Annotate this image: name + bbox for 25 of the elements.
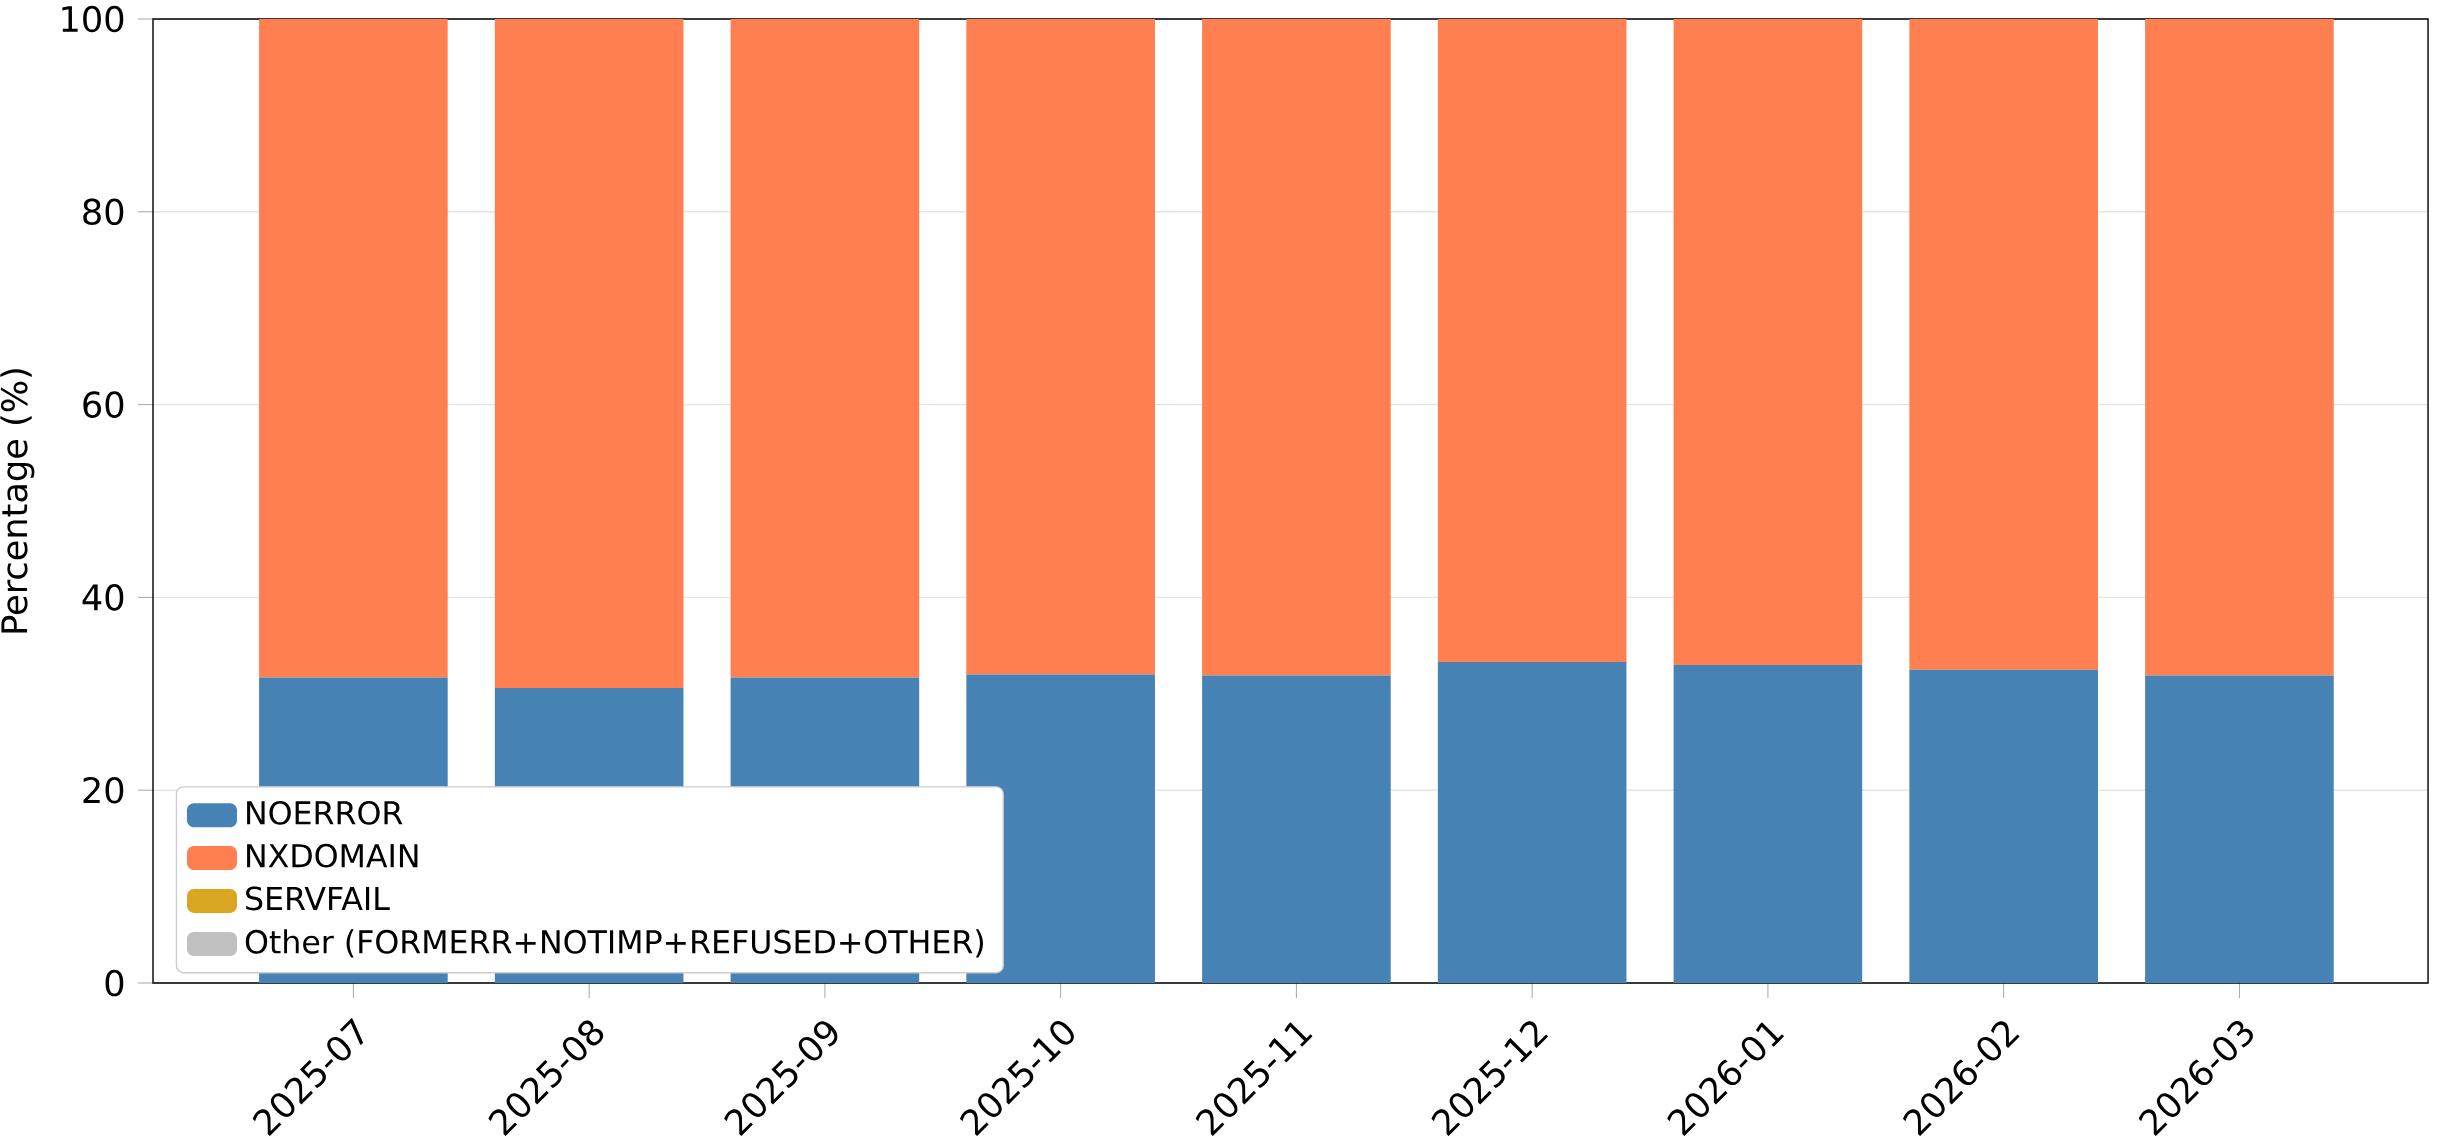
bar xyxy=(259,19,448,678)
legend-label: NOERROR xyxy=(247,800,403,825)
bar xyxy=(1673,664,1863,984)
bar xyxy=(966,19,1155,675)
y-tick-label: 60 xyxy=(83,391,124,418)
bar xyxy=(2145,19,2334,676)
bar xyxy=(494,19,684,689)
bar xyxy=(1673,19,1863,665)
y-tick-label: 0 xyxy=(105,969,124,997)
bar xyxy=(1437,19,1627,662)
legend-label: SERVFAIL xyxy=(246,886,390,911)
legend-label: NXDOMAIN xyxy=(247,843,418,868)
y-tick-label: 80 xyxy=(83,198,124,226)
bar xyxy=(1202,19,1391,676)
bar xyxy=(1909,19,2098,670)
y-tick-label: 20 xyxy=(83,776,124,804)
bar xyxy=(2145,675,2334,984)
bar xyxy=(730,19,920,678)
y-tick-label: 40 xyxy=(82,584,124,611)
y-tick-label: 100 xyxy=(62,5,124,33)
bar xyxy=(1202,675,1391,984)
legend-label: Other (FORMERR+NOTIMP+REFUSED+OTHER) xyxy=(245,929,983,958)
y-axis-title: Percentage (%) xyxy=(0,369,35,633)
bar xyxy=(1437,662,1627,984)
bar xyxy=(1909,669,2098,984)
